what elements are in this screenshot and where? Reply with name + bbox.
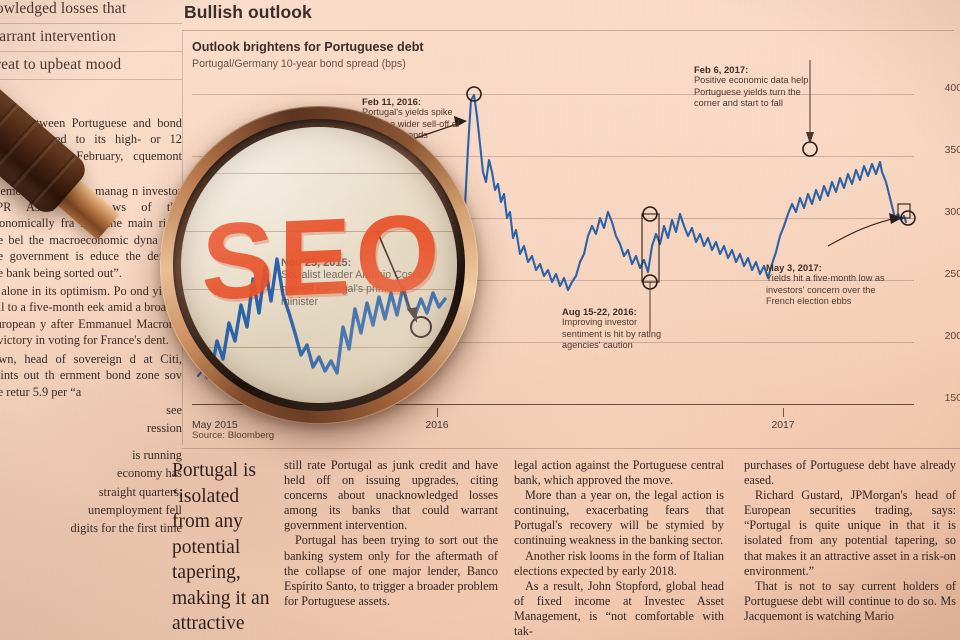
paragraph: More than a year on, the legal action is… xyxy=(514,488,724,548)
left-headline: nowledged losses that warrant interventi… xyxy=(0,0,182,80)
annotation-feb-2016: Feb 11, 2016: Portugal's yields spike du… xyxy=(362,96,480,142)
pull-quote: Portugal is ‘isolated from any potential… xyxy=(172,460,270,640)
chart-panel: Bullish outlook Outlook brightens for Po… xyxy=(176,0,960,452)
bottom-article-area: Portugal is ‘isolated from any potential… xyxy=(0,452,960,640)
paragraph: As a result, John Stopford, global head … xyxy=(514,578,724,639)
gridline-300 xyxy=(192,218,914,219)
left-fragment: see xyxy=(166,402,182,417)
x-tick-mark-2017 xyxy=(783,408,785,417)
headline-line-3: hreat to upbeat mood xyxy=(0,52,182,80)
paragraph: still rate Portugal as junk credit and h… xyxy=(284,458,498,533)
paragraph: legal action against the Portuguese cent… xyxy=(514,458,724,488)
left-fragment: straight quarters, xyxy=(98,484,182,499)
annotation-may-2017: May 3, 2017: Yields hit a five-month low… xyxy=(766,262,894,308)
left-fragment: unemployment fell xyxy=(88,502,182,517)
paragraph: Another risk looms in the form of Italia… xyxy=(514,548,724,578)
annotation-date: Feb 11, 2016: xyxy=(362,96,422,107)
annotation-feb-2017: Feb 6, 2017: Positive economic data help… xyxy=(694,64,822,110)
x-tick-label-2017: 2017 xyxy=(771,420,795,431)
left-fragment: digits for the first time xyxy=(70,521,183,536)
gridline-150-axis xyxy=(192,404,914,406)
y-tick-200: 200 xyxy=(944,331,960,342)
chart-markers xyxy=(374,60,916,346)
paragraph: Richard Gustard, JPMorgan's head of Euro… xyxy=(744,488,956,578)
x-tick-mark-2016 xyxy=(437,408,439,417)
article-column-4: purchases of Portuguese debt have alread… xyxy=(744,458,956,624)
annotation-text: Yields hit a five-month low as investors… xyxy=(766,273,885,307)
annotation-text: Portugal's yields spike during a wider s… xyxy=(362,107,460,141)
gridline-350 xyxy=(192,156,914,157)
left-fragment: ression xyxy=(146,421,182,436)
section-kicker: Bullish outlook xyxy=(184,2,312,22)
annotation-date: May 3, 2017: xyxy=(766,262,822,273)
y-tick-300: 300 xyxy=(944,207,960,218)
paragraph: That is not to say current holders of Po… xyxy=(744,578,956,623)
left-fragment: is running xyxy=(132,447,182,462)
left-paragraph: ot alone in its optimism. Po ond yields … xyxy=(0,284,182,348)
annotation-date: Aug 15-22, 2016: xyxy=(562,306,637,317)
y-tick-250: 250 xyxy=(944,269,960,280)
article-column-3: legal action against the Portuguese cent… xyxy=(514,458,724,639)
chart-title: Outlook brightens for Portuguese debt xyxy=(192,40,424,54)
annotation-aug-2016: Aug 15-22, 2016: Improving investor sent… xyxy=(562,306,672,352)
y-tick-350: 350 xyxy=(944,145,960,156)
chart-plot-area: 400 350 300 250 200 150 2016 2017 May 20… xyxy=(192,60,960,431)
paragraph: purchases of Portuguese debt have alread… xyxy=(744,458,956,488)
y-tick-400: 400 xyxy=(944,83,960,94)
left-byline: LEN xyxy=(0,94,182,101)
left-paragraph: rown, head of sovereign d at Citi, point… xyxy=(0,351,182,399)
x-tick-label-2016: 2016 xyxy=(425,420,449,431)
annotation-date: Feb 6, 2017: xyxy=(694,64,749,75)
y-tick-150: 150 xyxy=(944,393,960,404)
gridline-400 xyxy=(192,94,914,95)
headline-line-2: warrant intervention xyxy=(0,24,182,52)
article-column-2: still rate Portugal as junk credit and h… xyxy=(284,458,498,609)
x-origin-label: May 2015 xyxy=(192,420,238,431)
chart-subtitle: Portugal/Germany 10-year bond spread (bp… xyxy=(192,58,406,70)
headline-line-1: nowledged losses that xyxy=(0,0,182,24)
horizontal-rule xyxy=(182,448,960,449)
paragraph: Portugal has been trying to sort out the… xyxy=(284,533,498,608)
annotation-text: Improving investor sentiment is hit by r… xyxy=(562,317,662,351)
gridline-200 xyxy=(192,342,914,343)
annotation-text: Positive economic data help Portuguese y… xyxy=(694,75,809,109)
chart-source: Source: Bloomberg xyxy=(192,430,275,441)
left-fragment: economy has xyxy=(116,466,182,481)
